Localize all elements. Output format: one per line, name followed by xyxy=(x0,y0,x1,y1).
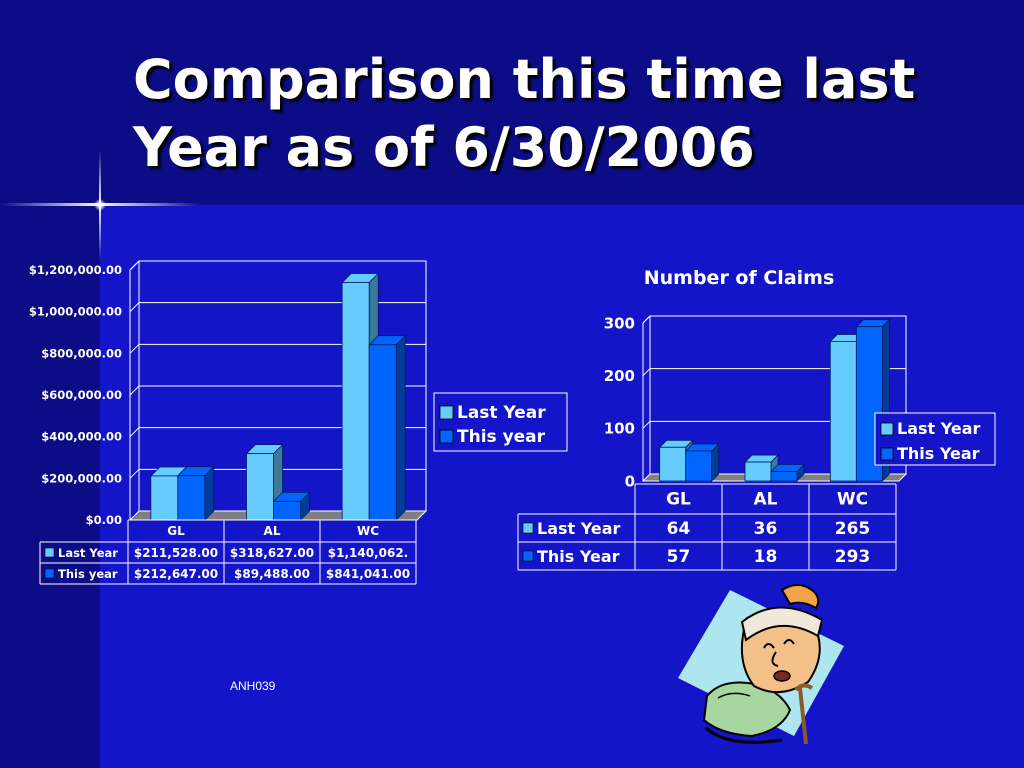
table-series-label: This year xyxy=(58,567,118,581)
bar-front xyxy=(341,282,370,521)
gridline xyxy=(642,368,906,377)
y-tick-label: $400,000.00 xyxy=(41,430,122,444)
table-cell: 57 xyxy=(667,547,691,567)
claims-count-chart: Number of Claims 0 100 200 300 Last Year This … xyxy=(517,267,996,571)
y-tick-label: $600,000.00 xyxy=(41,388,122,402)
legend-label: This Year xyxy=(897,444,980,463)
legend-swatch xyxy=(880,447,894,461)
table-cell: $212,647.00 xyxy=(134,567,218,581)
bar-front xyxy=(685,450,713,482)
y-tick-label: $800,000.00 xyxy=(41,346,122,360)
slide-title-line1: Comparison this time last xyxy=(133,48,916,111)
category-label: WC xyxy=(357,524,379,538)
table-cell: 293 xyxy=(835,547,871,567)
bar-this-year-al xyxy=(770,463,805,482)
sparkle-decoration xyxy=(94,199,106,211)
bar-last-year-al xyxy=(744,454,779,482)
y-tick-label: $200,000.00 xyxy=(41,471,122,485)
y-tick-label: 100 xyxy=(604,420,635,438)
bar-front xyxy=(744,461,772,482)
gridline xyxy=(129,385,426,396)
table-cell: $841,041.00 xyxy=(326,567,410,581)
category-label: AL xyxy=(754,489,778,509)
table-legend-swatch xyxy=(44,568,55,579)
legend-swatch xyxy=(880,422,894,436)
bar-this-year-al xyxy=(272,491,311,521)
legend-label: Last Year xyxy=(457,403,546,423)
footer-code: ANH039 xyxy=(230,679,276,693)
bar-this-year-gl xyxy=(176,465,215,521)
category-label: AL xyxy=(264,524,281,538)
y-tick-label: $1,200,000.00 xyxy=(29,263,122,277)
cost-comparison-chart: $0.00 $200,000.00 $400,000.00 $600,000.00 $8… xyxy=(29,260,568,585)
bar-front xyxy=(150,475,179,521)
table-legend-swatch xyxy=(44,547,55,558)
injured-man-clipart-icon xyxy=(678,584,844,745)
gridline xyxy=(642,420,906,429)
y-tick-label: 300 xyxy=(604,314,635,332)
category-label: GL xyxy=(167,524,185,538)
gridline xyxy=(129,427,426,438)
y-tick-label: 200 xyxy=(604,367,635,385)
legend-box xyxy=(433,392,568,452)
table-cell: 36 xyxy=(754,519,778,539)
bar-last-year-al xyxy=(245,443,284,521)
bar-side xyxy=(395,334,406,521)
chart-title: Number of Claims xyxy=(644,267,835,289)
title-band xyxy=(0,0,1024,205)
y-tick-label: $1,000,000.00 xyxy=(29,305,122,319)
bar-front xyxy=(177,475,206,521)
table-cell: 265 xyxy=(835,519,871,539)
category-label: GL xyxy=(666,489,691,509)
table-cell: $211,528.00 xyxy=(134,546,218,560)
gridline xyxy=(129,468,426,479)
legend-box xyxy=(874,412,996,466)
bar-this-year-wc xyxy=(368,334,407,521)
table-cell: $89,488.00 xyxy=(234,567,310,581)
left-band xyxy=(0,205,100,768)
gridline xyxy=(129,260,426,271)
gridline xyxy=(129,343,426,354)
y-tick-label: 0 xyxy=(625,472,635,490)
legend-swatch xyxy=(439,405,454,420)
bar-this-year-gl xyxy=(684,443,720,482)
bar-front xyxy=(659,446,687,482)
gridline xyxy=(642,315,906,324)
legend-label: This year xyxy=(457,427,546,447)
table-legend-swatch xyxy=(522,550,534,562)
slide-title: Comparison this time last Year as of 6/3… xyxy=(133,46,1003,182)
y-tick-label: $0.00 xyxy=(86,513,122,527)
table-cell: $318,627.00 xyxy=(230,546,314,560)
legend-label: Last Year xyxy=(897,419,981,438)
table-series-label: This Year xyxy=(537,547,620,566)
bar-front xyxy=(829,341,857,482)
table-series-label: Last Year xyxy=(537,519,621,538)
slide-title-line2: Year as of 6/30/2006 xyxy=(133,116,755,179)
bar-front xyxy=(368,344,397,521)
table-series-label: Last Year xyxy=(58,546,118,560)
category-label: WC xyxy=(837,489,868,509)
bar-front xyxy=(246,453,274,521)
gridline xyxy=(129,302,426,313)
bar-front xyxy=(770,471,798,482)
legend-swatch xyxy=(439,429,454,444)
table-legend-swatch xyxy=(522,522,534,534)
table-cell: 64 xyxy=(667,519,691,539)
bar-front xyxy=(273,500,301,521)
bar-last-year-gl xyxy=(658,439,694,482)
table-cell: 18 xyxy=(754,547,778,567)
table-cell: $1,140,062. xyxy=(328,546,408,560)
